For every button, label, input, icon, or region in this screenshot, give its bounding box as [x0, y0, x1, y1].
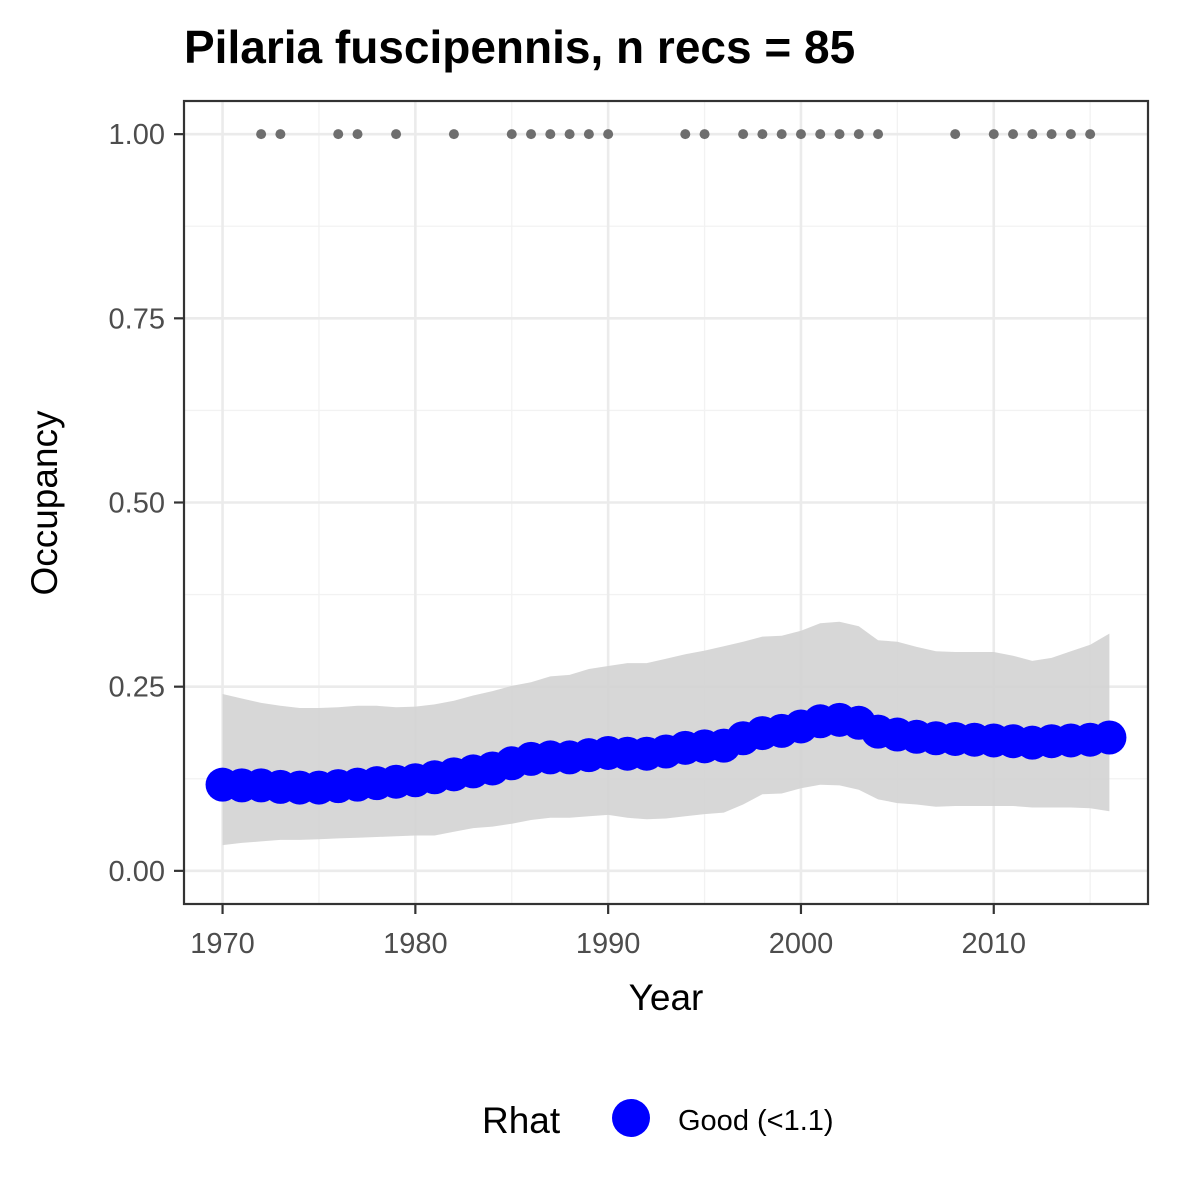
y-axis-title: Occupancy	[24, 410, 65, 596]
record-point	[506, 129, 517, 140]
occupancy-point	[1092, 720, 1127, 755]
record-points-layer	[256, 129, 1096, 140]
legend-title: Rhat	[482, 1100, 561, 1141]
legend-key-good	[612, 1099, 650, 1137]
record-point	[815, 129, 826, 140]
x-axis-title: Year	[629, 977, 704, 1018]
record-point	[391, 129, 402, 140]
record-point	[757, 129, 768, 140]
x-tick-label: 1970	[190, 928, 255, 960]
record-point	[873, 129, 884, 140]
record-point	[680, 129, 691, 140]
record-point	[988, 129, 999, 140]
record-point	[564, 129, 575, 140]
y-tick-label: 1.00	[109, 119, 165, 151]
record-point	[853, 129, 864, 140]
y-tick-label: 0.00	[109, 856, 165, 888]
y-tick-label: 0.75	[109, 303, 165, 335]
y-tick-label: 0.50	[109, 488, 165, 520]
legend-label-good: Good (<1.1)	[678, 1105, 834, 1137]
record-point	[1027, 129, 1038, 140]
x-tick-label: 1990	[576, 928, 641, 960]
occupancy-series-layer	[205, 702, 1127, 805]
record-point	[1085, 129, 1096, 140]
record-point	[448, 129, 459, 140]
record-point	[795, 129, 806, 140]
record-point	[738, 129, 749, 140]
y-tick-label: 0.25	[109, 672, 165, 704]
record-point	[1046, 129, 1057, 140]
record-point	[603, 129, 614, 140]
record-point	[545, 129, 556, 140]
record-point	[275, 129, 286, 140]
record-point	[776, 129, 787, 140]
x-tick-label: 2010	[962, 928, 1027, 960]
record-point	[256, 129, 267, 140]
chart-title: Pilaria fuscipennis, n recs = 85	[184, 21, 855, 73]
x-tick-label: 1980	[383, 928, 448, 960]
record-point	[1008, 129, 1019, 140]
record-point	[333, 129, 344, 140]
record-point	[1065, 129, 1076, 140]
record-point	[583, 129, 594, 140]
axis-ticks: 1970 1980 1990 2000 2010 0.00 0.25 0.50 0.75 1.00	[109, 119, 1026, 960]
x-tick-label: 2000	[769, 928, 834, 960]
record-point	[699, 129, 710, 140]
record-point	[526, 129, 537, 140]
record-point	[352, 129, 363, 140]
record-point	[834, 129, 845, 140]
record-point	[950, 129, 961, 140]
